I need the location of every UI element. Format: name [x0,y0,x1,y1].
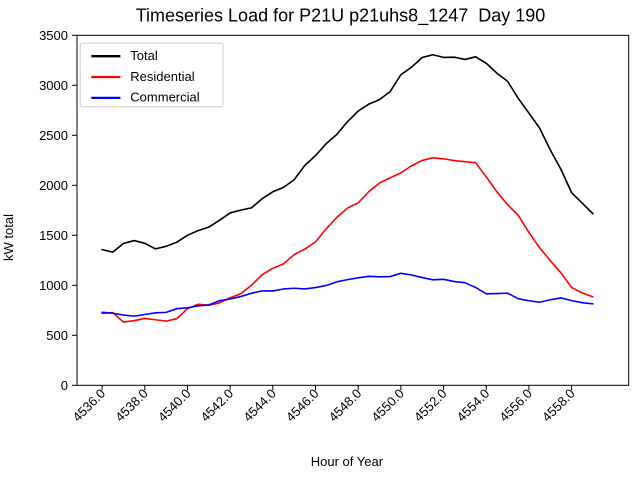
svg-text:2000: 2000 [39,178,68,193]
svg-text:3000: 3000 [39,78,68,93]
svg-text:kW total: kW total [1,214,16,261]
svg-text:Commercial: Commercial [130,90,199,105]
svg-text:2500: 2500 [39,128,68,143]
svg-text:0: 0 [61,378,68,393]
svg-text:Residential: Residential [130,69,194,84]
svg-text:500: 500 [46,328,68,343]
svg-text:3500: 3500 [39,28,68,43]
svg-text:1000: 1000 [39,278,68,293]
svg-text:Total: Total [130,48,158,63]
svg-text:1500: 1500 [39,228,68,243]
svg-text:Hour of Year: Hour of Year [311,454,384,469]
svg-text:Timeseries Load for P21U p21uh: Timeseries Load for P21U p21uhs8_1247 Da… [136,5,546,26]
